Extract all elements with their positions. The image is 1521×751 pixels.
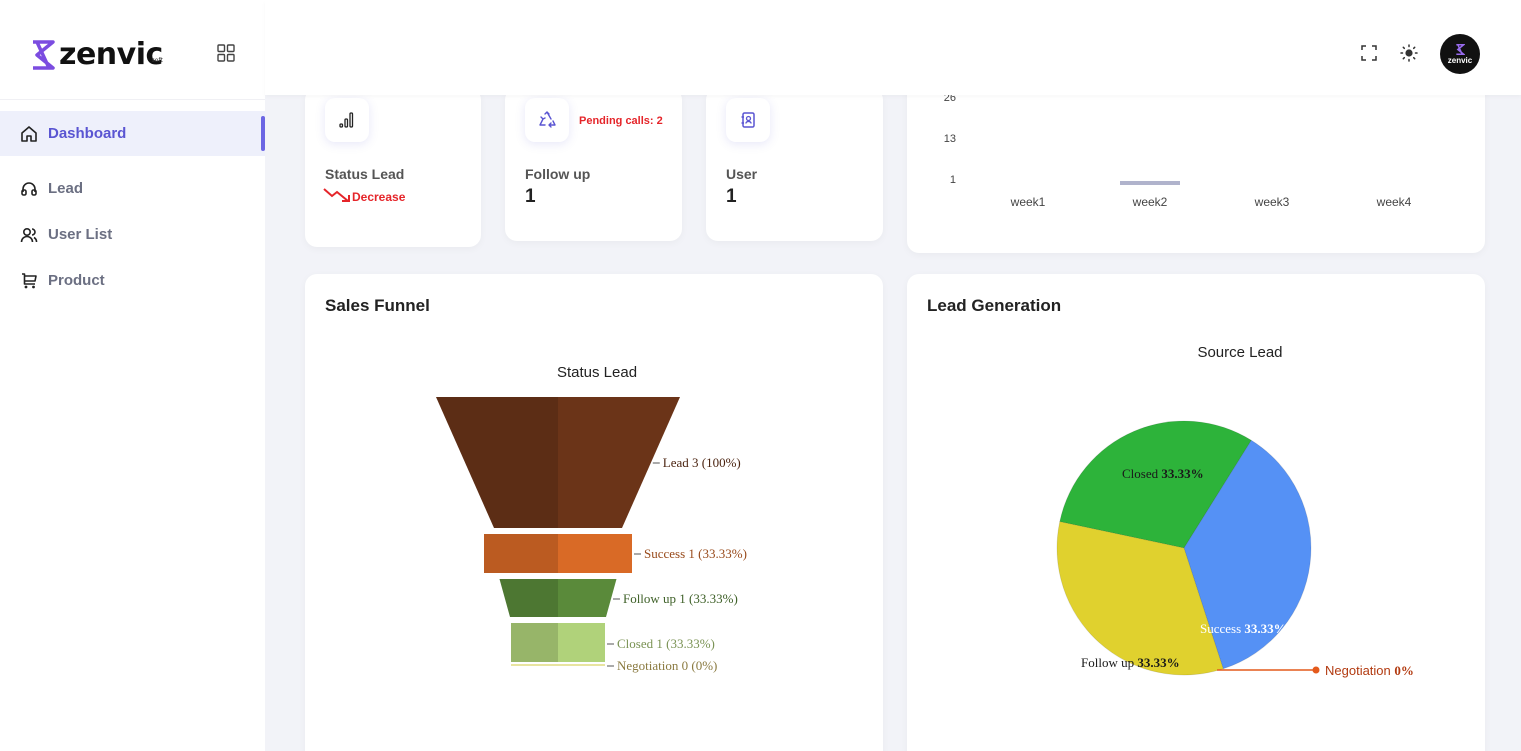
sidebar-item-dashboard[interactable]: Dashboard xyxy=(0,111,265,156)
sidebar-item-product[interactable]: Product xyxy=(0,258,265,303)
bar xyxy=(1120,181,1180,185)
y-tick-label: 1 xyxy=(950,174,956,186)
x-tick-label: week3 xyxy=(1254,195,1290,209)
headset-icon xyxy=(21,181,37,196)
stat-icon-box xyxy=(726,98,770,142)
funnel-segment-left xyxy=(484,534,558,573)
y-tick-label: 13 xyxy=(944,133,956,145)
brand-tagline: soft xyxy=(151,57,163,64)
card-title: Lead Generation xyxy=(927,296,1062,315)
recycle-icon xyxy=(539,111,556,128)
pie-leader-dot xyxy=(1312,666,1320,674)
funnel-stage-label: Lead 3 (100%) xyxy=(663,455,741,470)
pie-chart: Source Lead Closed 33.33%Success 33.33%F… xyxy=(1056,344,1414,678)
stat-card-follow-up: Pending calls: 2 Follow up 1 xyxy=(505,88,682,241)
pending-calls-badge: Pending calls: 2 xyxy=(579,115,663,127)
stat-label: User xyxy=(726,166,758,182)
funnel-segment-right xyxy=(558,623,605,662)
funnel-chart: Status Lead Lead 3 (100%) Success 1 (33.3… xyxy=(436,364,747,673)
card-title: Sales Funnel xyxy=(325,296,430,315)
pie-slice-name: Negotiation xyxy=(1325,663,1394,678)
funnel-segment-right xyxy=(558,579,617,617)
stat-card-status-lead: Status Lead Decrease xyxy=(305,88,481,247)
pie-slice-value: 33.33% xyxy=(1137,655,1179,670)
funnel-stage-label: Follow up 1 (33.33%) xyxy=(623,591,738,606)
sidebar: zenvic soft Dashboard Lead User List Prod… xyxy=(0,0,265,751)
stat-icon-box xyxy=(325,98,369,142)
trend-down-icon xyxy=(323,188,350,202)
pie-slice-value: 33.33% xyxy=(1244,621,1286,636)
sidebar-item-label: User List xyxy=(48,226,113,243)
brand-name: zenvic soft xyxy=(59,40,163,70)
cart-icon xyxy=(22,272,37,288)
stat-icon-box xyxy=(525,98,569,142)
x-tick-label: week1 xyxy=(1010,195,1046,209)
funnel-segment-left xyxy=(436,397,558,528)
pie-slice xyxy=(1183,439,1312,670)
funnel-stage-label: Success 1 (33.33%) xyxy=(644,546,747,561)
y-tick-label: 26 xyxy=(944,92,956,104)
funnel-segment-left xyxy=(499,579,558,617)
sidebar-item-lead[interactable]: Lead xyxy=(0,166,265,211)
pie-slice-label: Negotiation 0% xyxy=(1325,663,1414,678)
funnel-segment-right xyxy=(558,534,632,573)
sidebar-item-user-list[interactable]: User List xyxy=(0,212,265,257)
logo-row: zenvic soft xyxy=(0,14,265,100)
pie-slice xyxy=(1056,521,1224,676)
stat-label: Follow up xyxy=(525,166,591,182)
pie-chart-title: Source Lead xyxy=(1197,344,1282,361)
funnel-chart-title: Status Lead xyxy=(557,364,637,381)
sales-funnel-card: Sales Funnel Status Lead Lead 3 (100%) Su… xyxy=(305,274,883,751)
avatar-text: zenvic xyxy=(1447,55,1473,65)
weekly-bar-chart: 26 13 1 week1 week2 week3 week4 xyxy=(944,92,1412,209)
funnel-segment-right xyxy=(558,397,680,528)
funnel-stage-label: Negotiation 0 (0%) xyxy=(617,658,717,673)
pie-slice xyxy=(1059,420,1252,549)
stat-card-user: User 1 xyxy=(706,88,883,241)
grid-menu-icon[interactable] xyxy=(217,44,235,62)
sidebar-nav: Dashboard Lead User List Product xyxy=(0,111,265,304)
sidebar-item-label: Product xyxy=(48,272,105,289)
funnel-segment-left xyxy=(511,623,558,662)
pie-slice-value: 33.33% xyxy=(1161,466,1203,481)
pie-slice-name: Success xyxy=(1200,621,1244,636)
trend-indicator: Decrease xyxy=(323,186,405,204)
sidebar-item-label: Dashboard xyxy=(48,125,127,142)
brand-logo[interactable]: zenvic soft xyxy=(31,40,163,70)
pie-slice-name: Follow up xyxy=(1081,655,1137,670)
hourglass-logo-icon xyxy=(33,40,55,70)
x-tick-label: week2 xyxy=(1132,195,1168,209)
weekly-chart-card: 26 13 1 week1 week2 week3 week4 xyxy=(907,75,1485,253)
home-icon xyxy=(21,125,37,142)
funnel-stage-label: Closed 1 (33.33%) xyxy=(617,636,715,651)
pie-slice-value: 0% xyxy=(1394,663,1414,678)
fullscreen-icon[interactable] xyxy=(1360,44,1378,62)
pie-slice-label: Closed 33.33% xyxy=(1122,466,1204,481)
lead-generation-card: Lead Generation Source Lead Closed 33.33… xyxy=(907,274,1485,751)
users-icon xyxy=(20,227,38,242)
stat-value: 1 xyxy=(525,186,536,207)
sidebar-item-label: Lead xyxy=(48,180,84,197)
stat-label: Status Lead xyxy=(325,166,405,182)
pie-slice-name: Closed xyxy=(1122,466,1161,481)
pie-slice-label: Follow up 33.33% xyxy=(1081,655,1180,670)
pie-slice-label: Success 33.33% xyxy=(1200,621,1287,636)
contact-book-icon xyxy=(741,112,755,128)
x-tick-label: week4 xyxy=(1376,195,1412,209)
trend-label: Decrease xyxy=(352,190,406,204)
hourglass-logo-icon xyxy=(1456,43,1465,55)
stat-value: 1 xyxy=(726,186,737,207)
top-bar: zenvic xyxy=(265,0,1521,95)
sun-icon[interactable] xyxy=(1400,44,1418,62)
bar-chart-icon xyxy=(339,112,354,128)
avatar[interactable]: zenvic xyxy=(1440,34,1480,74)
